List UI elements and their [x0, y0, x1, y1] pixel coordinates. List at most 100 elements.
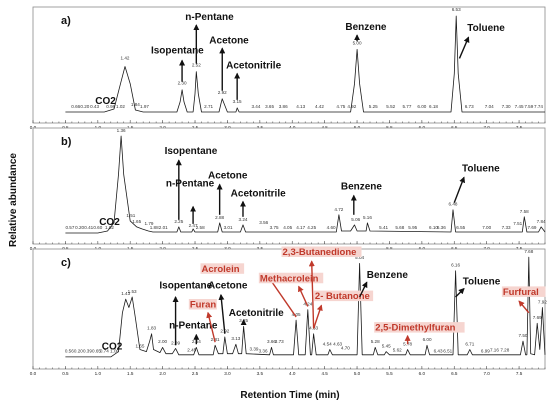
- x-tick-label: 5.0: [354, 125, 361, 130]
- x-tick-label: 1.0: [95, 371, 102, 376]
- compound-label: Acrolein: [202, 264, 240, 275]
- compound-label: Isopentane: [151, 45, 204, 56]
- retention-time-label: 7.30: [502, 104, 511, 109]
- retention-time-label: 7.69: [533, 315, 542, 320]
- x-tick-label: 3.0: [224, 371, 231, 376]
- retention-time-label: 2.71: [204, 104, 213, 109]
- compound-label: Isopentane: [165, 146, 218, 157]
- retention-time-label: 1.88: [150, 225, 159, 230]
- retention-time-label: 7.45: [515, 104, 524, 109]
- retention-time-label: 4.63: [333, 341, 342, 346]
- retention-time-label: 1.83: [147, 326, 156, 331]
- compound-label: Toluene: [463, 276, 501, 287]
- x-tick-label: 4.0: [289, 125, 296, 130]
- x-tick-label: 0.0: [30, 371, 37, 376]
- compound-label: n-Pentane: [185, 12, 234, 23]
- retention-time-label: 0.74: [100, 349, 109, 354]
- compound-label-highlight: [200, 263, 245, 274]
- co2-label: CO2: [102, 342, 123, 353]
- panel-frame: [32, 127, 546, 245]
- retention-time-label: 1.51: [126, 213, 135, 218]
- y-axis-label: Relative abundance: [8, 153, 19, 247]
- compound-arrow: [298, 285, 309, 307]
- retention-time-label: 2.58: [196, 225, 205, 230]
- retention-time-label: 7.84: [537, 219, 546, 224]
- retention-time-label: 0.65: [92, 349, 101, 354]
- retention-time-label: 1.02: [105, 225, 114, 230]
- retention-time-label: 1.36: [117, 128, 126, 133]
- panel-frame: [32, 6, 546, 124]
- compound-arrow: [312, 304, 323, 329]
- retention-time-label: 4.60: [327, 225, 336, 230]
- retention-time-label: 6.71: [465, 341, 474, 346]
- compound-label: Benzene: [367, 270, 409, 281]
- x-tick-label: 2.5: [192, 371, 199, 376]
- retention-time-label: 4.24: [303, 301, 312, 306]
- retention-time-label: 5.45: [382, 343, 391, 348]
- x-tick-label: 7.0: [483, 246, 490, 251]
- x-tick-label: 0.0: [30, 125, 37, 130]
- retention-time-label: 5.16: [363, 215, 372, 220]
- x-tick-label: 7.5: [516, 246, 523, 251]
- retention-time-label: 3.44: [251, 104, 260, 109]
- retention-time-label: 7.68: [524, 249, 533, 254]
- retention-time-label: 0.20: [80, 104, 89, 109]
- retention-time-label: 5.25: [369, 104, 378, 109]
- retention-time-label: 3.66: [267, 339, 276, 344]
- retention-time-label: 2.88: [215, 215, 224, 220]
- retention-time-label: 6.51: [443, 349, 452, 354]
- retention-time-label: 4.17: [296, 225, 305, 230]
- compound-arrow: [308, 260, 315, 329]
- compound-label-highlight: [374, 322, 465, 333]
- x-tick-label: 1.0: [95, 246, 102, 251]
- retention-time-label: 3.24: [239, 217, 248, 222]
- x-tick-label: 6.5: [451, 125, 458, 130]
- x-tick-label: 6.5: [451, 371, 458, 376]
- retention-time-label: 2.00: [158, 339, 167, 344]
- chromatogram-trace: [65, 256, 546, 358]
- retention-time-label: 3.86: [279, 104, 288, 109]
- compound-arrow: [453, 176, 465, 203]
- retention-time-label: 3.36: [259, 349, 268, 354]
- retention-time-label: 5.52: [386, 104, 395, 109]
- retention-time-label: 4.75: [336, 104, 345, 109]
- retention-time-label: 7.04: [485, 104, 494, 109]
- retention-time-label: 6.73: [465, 104, 474, 109]
- x-tick-label: 1.5: [127, 246, 134, 251]
- retention-time-label: 7.28: [500, 348, 509, 353]
- retention-time-label: 1.00: [110, 349, 119, 354]
- x-tick-label: 0.5: [62, 125, 69, 130]
- retention-time-label: 0.41: [84, 225, 93, 230]
- retention-time-label: 7.16: [490, 348, 499, 353]
- retention-time-label: 2.47: [189, 223, 198, 228]
- x-tick-label: 1.0: [95, 125, 102, 130]
- x-tick-label: 4.0: [289, 371, 296, 376]
- retention-time-label: 1.97: [140, 104, 149, 109]
- compound-label: Acetone: [208, 170, 248, 181]
- retention-time-label: 4.05: [283, 225, 292, 230]
- x-tick-label: 6.0: [419, 371, 426, 376]
- retention-time-label: 3.75: [270, 225, 279, 230]
- x-tick-label: 7.0: [483, 371, 490, 376]
- x-tick-label: 6.0: [419, 125, 426, 130]
- retention-time-label: 1.65: [132, 219, 141, 224]
- retention-time-label: 7.69: [528, 225, 537, 230]
- compound-label: Furfural: [503, 287, 539, 298]
- retention-time-label: 6.00: [423, 337, 432, 342]
- retention-time-label: 4.13: [296, 104, 305, 109]
- x-tick-label: 3.5: [257, 125, 264, 130]
- chromatogram-panel-3: 0.0 0.5 1.0 1.5 2.0 2.5 3.0 3.5 4.0 4.5 5.0 5.5 6.0 6…: [30, 246, 547, 376]
- panel-letter: a): [61, 15, 71, 27]
- retention-time-label: 0.98: [106, 104, 115, 109]
- compound-label: Methacrolein: [260, 273, 319, 284]
- retention-time-label: 6.36: [437, 225, 446, 230]
- retention-time-label: 7.74: [534, 104, 543, 109]
- x-axis-label: Retention Time (min): [240, 390, 339, 401]
- retention-time-label: 6.00: [417, 104, 426, 109]
- x-tick-label: 2.5: [192, 125, 199, 130]
- retention-time-label: 1.42: [121, 55, 130, 60]
- retention-time-label: 5.00: [353, 40, 362, 45]
- retention-time-label: 2.30: [178, 81, 187, 86]
- compound-label: Acetonitrile: [231, 189, 286, 200]
- chromatogram-trace: [65, 15, 545, 113]
